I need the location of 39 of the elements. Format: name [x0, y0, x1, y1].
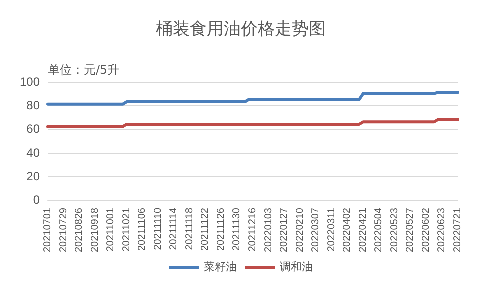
- y-tick-label: 80: [26, 98, 40, 113]
- line-series: [46, 118, 460, 128]
- x-tick-label: 20211122: [200, 208, 212, 252]
- x-tick-label: 20211130: [232, 208, 243, 252]
- y-tick-label: 0: [33, 193, 40, 207]
- x-tick-label: 20211118: [184, 208, 196, 250]
- x-tick-label: 20220504: [374, 208, 385, 252]
- line-series: [46, 91, 460, 106]
- x-tick-label: 20211021: [121, 208, 132, 252]
- x-tick-label: 20220127: [279, 208, 290, 252]
- x-tick-label: 20220523: [389, 208, 400, 252]
- y-tick-label: 40: [26, 146, 40, 160]
- x-tick-label: 20211126: [216, 208, 227, 252]
- x-tick-label: 20220721: [452, 208, 464, 252]
- x-tick-label: 20210918: [90, 208, 101, 252]
- legend-label: 菜籽油: [204, 260, 237, 274]
- x-tick-label: 20220421: [358, 208, 369, 252]
- y-tick-label: 60: [26, 122, 40, 136]
- x-tick-label: 20211106: [137, 208, 148, 252]
- x-tick-label: 20220602: [420, 208, 432, 252]
- y-tick-label: 20: [26, 169, 40, 184]
- x-tick-label: 20211216: [248, 208, 258, 252]
- x-tick-label: 20210826: [74, 208, 86, 252]
- x-tick-label: 20220210: [294, 208, 306, 252]
- x-tick-label: 20211110: [152, 208, 164, 250]
- y-tick-label: 100: [20, 75, 40, 89]
- x-tick-label: 20220527: [405, 208, 416, 252]
- x-tick-label: 20220103: [263, 208, 274, 252]
- x-tick-label: 20220311: [326, 208, 338, 252]
- x-tick-label: 20210729: [58, 208, 70, 252]
- x-tick-label: 20211114: [168, 208, 180, 250]
- x-tick-label: 20211001: [106, 208, 117, 252]
- legend-label: 调和油: [280, 260, 313, 274]
- text: 单位：元/5升: [48, 63, 120, 77]
- x-tick-label: 20220623: [436, 208, 448, 252]
- x-tick-label: 20210701: [42, 208, 54, 252]
- x-tick-label: 20220402: [342, 208, 354, 252]
- chart-title: 桶装食用油价格走势图: [156, 20, 326, 40]
- x-tick-label: 20220307: [310, 208, 322, 252]
